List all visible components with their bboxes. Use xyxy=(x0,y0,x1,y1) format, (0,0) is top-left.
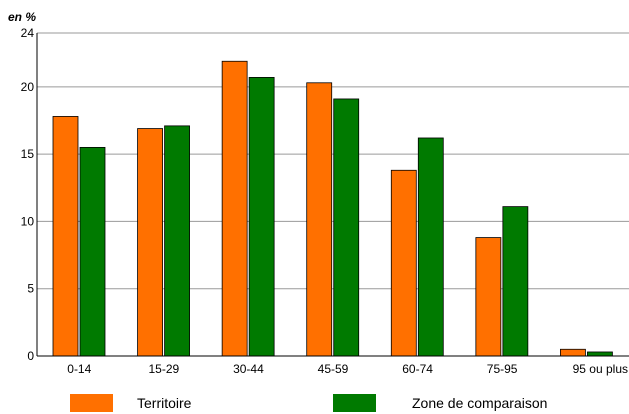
y-tick-label: 15 xyxy=(21,147,35,161)
bar-territoire-15-29 xyxy=(137,128,163,357)
legend-swatch-zone-comparaison xyxy=(333,394,376,412)
x-tick-labels: 0-14 15-29 30-44 45-59 60-74 75-95 95 ou plus xyxy=(67,362,628,376)
unit-label: en % xyxy=(8,10,36,24)
bar-territoire-60-74 xyxy=(390,169,417,357)
x-tick-label: 0-14 xyxy=(67,362,91,376)
x-tick-label: 75-95 xyxy=(487,362,518,376)
y-tick-label: 5 xyxy=(27,282,34,296)
y-tick-label: 24 xyxy=(21,26,35,40)
axes xyxy=(36,33,629,357)
bar-zone-comparaison-0-14 xyxy=(79,146,106,357)
x-tick-label: 45-59 xyxy=(318,362,349,376)
bar-zone-comparaison-60-74 xyxy=(417,137,444,357)
legend-label-zone-comparaison: Zone de comparaison xyxy=(412,395,547,411)
bar-zone-comparaison-75-95 xyxy=(502,206,529,357)
bar-zone-comparaison-15-29 xyxy=(164,125,190,357)
bar-territoire-0-14 xyxy=(52,116,79,357)
gridlines xyxy=(37,32,629,290)
x-tick-label: 15-29 xyxy=(149,362,180,376)
y-tick-label: 0 xyxy=(27,349,34,363)
legend-swatch-territoire xyxy=(70,394,113,412)
bar-territoire-95 ou plus xyxy=(560,348,586,357)
y-tick-labels: 0 5 10 15 20 24 xyxy=(21,26,35,363)
bar-territoire-75-95 xyxy=(475,237,502,357)
bar-zone-comparaison-95 ou plus xyxy=(587,351,613,357)
x-tick-label: 95 ou plus xyxy=(573,362,628,376)
bars xyxy=(52,60,613,357)
bar-zone-comparaison-30-44 xyxy=(248,77,275,357)
bar-territoire-45-59 xyxy=(306,82,333,357)
legend: Territoire Zone de comparaison xyxy=(70,394,547,412)
x-tick-label: 30-44 xyxy=(233,362,264,376)
y-tick-label: 10 xyxy=(21,214,35,228)
bar-zone-comparaison-45-59 xyxy=(333,98,360,357)
bar-territoire-30-44 xyxy=(221,60,248,357)
y-tick-label: 20 xyxy=(21,80,35,94)
x-tick-label: 60-74 xyxy=(402,362,433,376)
legend-label-territoire: Territoire xyxy=(137,395,192,411)
